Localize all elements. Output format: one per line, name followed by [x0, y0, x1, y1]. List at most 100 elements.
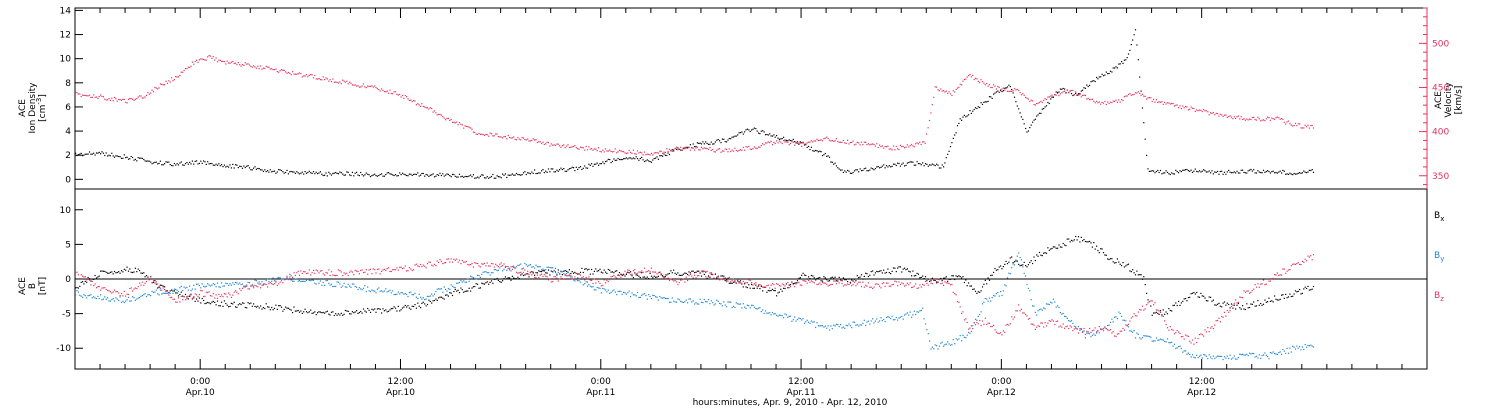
field-by-series-mark [426, 295, 429, 297]
field-bz-series-mark [1143, 309, 1145, 311]
velocity-series-mark [703, 147, 705, 149]
field-bz-series-mark [952, 291, 954, 293]
velocity-series-mark [617, 151, 619, 153]
velocity-series-mark [468, 126, 470, 128]
field-by-series-mark [371, 289, 373, 291]
field-bx-series-mark [1077, 236, 1080, 238]
field-bz-series-mark [247, 288, 249, 290]
field-bx-series-mark [1040, 254, 1042, 256]
ion-density-series-mark [653, 157, 655, 160]
velocity-series-mark [495, 133, 497, 135]
velocity-series-mark [310, 74, 312, 76]
field-by-series-mark [949, 344, 952, 346]
velocity-series-mark [557, 143, 559, 145]
velocity-series-mark [678, 148, 680, 150]
field-by-series-mark [581, 278, 583, 280]
field-by-series-mark [1276, 353, 1278, 355]
field-bx-series-mark [646, 276, 648, 278]
field-bz-series-mark [379, 273, 381, 275]
field-bz-series-mark [855, 285, 857, 287]
field-bz-series-mark [1189, 340, 1191, 342]
field-by-series-mark [503, 268, 505, 270]
ion-density-series-mark [1153, 170, 1155, 172]
field-bz-series-mark [381, 270, 383, 272]
velocity-series-mark [421, 103, 423, 105]
ion-density-series-mark [197, 163, 199, 165]
field-by-series-mark [1006, 277, 1009, 279]
field-bz-series-mark [795, 283, 797, 285]
ion-density-series-mark [1025, 127, 1027, 130]
field-by-series-mark [631, 292, 633, 294]
field-bz-series-mark [438, 261, 440, 263]
velocity-series-mark [1020, 94, 1022, 96]
ion-density-series-mark [343, 174, 345, 176]
ion-density-series-mark [517, 173, 519, 176]
field-by-series-mark [934, 344, 936, 346]
ion-density-series-mark [497, 176, 499, 178]
velocity-series-mark [830, 140, 832, 142]
velocity-series-mark [730, 150, 732, 153]
field-bz-series-mark [606, 279, 608, 282]
velocity-series-mark [547, 142, 550, 144]
field-bx-series-mark [1059, 246, 1061, 248]
field-by-series-mark [1114, 316, 1116, 318]
ion-density-series-mark [759, 133, 761, 135]
field-by-series-mark [481, 273, 483, 275]
ion-density-series-mark [799, 141, 801, 143]
field-by-series-mark [479, 276, 481, 278]
ion-density-series-mark [934, 165, 936, 167]
velocity-series-mark [396, 93, 398, 95]
velocity-series-mark [945, 90, 947, 92]
velocity-series-mark [1075, 91, 1077, 93]
velocity-series-mark [432, 111, 434, 113]
ion-density-series-mark [247, 165, 249, 167]
ion-density-series-mark [780, 138, 782, 140]
velocity-series-mark [176, 76, 178, 78]
velocity-series-mark [1230, 116, 1233, 118]
velocity-series-mark [760, 145, 762, 147]
field-by-series-mark [399, 293, 401, 295]
field-bx-series-mark [215, 304, 217, 306]
field-by-series-mark [1172, 345, 1174, 347]
field-bx-series-mark [547, 269, 550, 271]
field-by-series-mark [1132, 331, 1134, 333]
ion-density-series-mark [293, 171, 295, 173]
field-by-series-mark [937, 348, 939, 350]
field-by-series-mark [1073, 325, 1075, 327]
field-by-series-mark [383, 290, 385, 292]
field-by-series-mark [809, 322, 811, 324]
field-bx-series-mark [616, 270, 618, 272]
field-bx-series-mark [1094, 248, 1096, 250]
field-bz-series-mark [518, 272, 520, 274]
velocity-series-mark [1272, 118, 1274, 120]
velocity-series-mark [321, 79, 323, 81]
field-bx-series-mark [1242, 305, 1244, 307]
field-by-series-mark [279, 277, 281, 279]
ion-density-series-mark [1228, 169, 1230, 171]
velocity-series-mark [1154, 101, 1156, 103]
ion-density-series-mark [1225, 173, 1227, 175]
field-by-series-mark [798, 317, 800, 319]
field-bx-series-mark [841, 280, 843, 282]
ion-density-series-mark [1283, 170, 1285, 172]
velocity-series-mark [1079, 94, 1081, 96]
velocity-series-mark [1175, 104, 1177, 106]
ion-density-series-mark [1022, 118, 1024, 120]
velocity-series-mark [653, 152, 655, 154]
ion-density-series-mark [336, 172, 338, 174]
velocity-series-mark [154, 86, 156, 89]
field-bz-series-mark [1194, 337, 1196, 339]
velocity-series-mark [752, 148, 754, 150]
field-bz-series-mark [232, 294, 234, 296]
field-bz-series-mark [251, 285, 253, 287]
field-bz-series-mark [1108, 329, 1110, 332]
ion-density-series-mark [126, 156, 128, 158]
ion-density-series-mark [803, 144, 806, 146]
ion-density-series-mark [887, 166, 889, 168]
field-by-series-mark [1301, 346, 1303, 348]
ion-density-series-mark [770, 135, 772, 137]
field-bz-series-mark [1242, 297, 1244, 299]
field-by-series-mark [244, 286, 246, 288]
field-bz-series-mark [983, 323, 985, 325]
field-by-series-mark [1198, 355, 1201, 357]
